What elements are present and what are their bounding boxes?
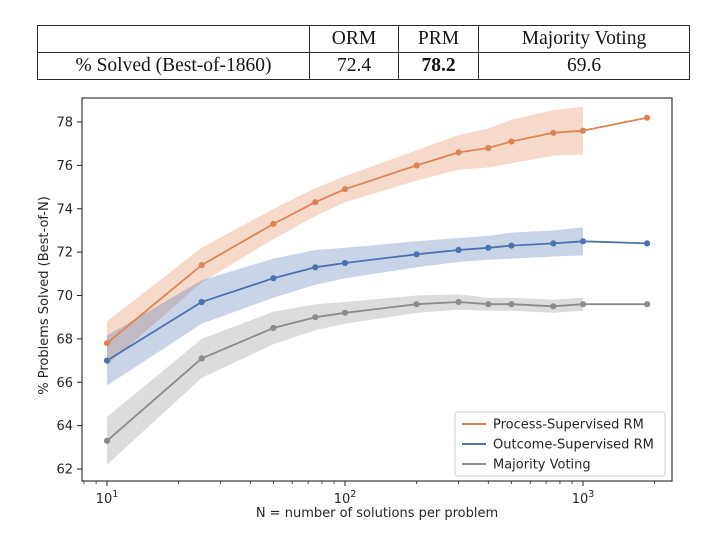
legend-label-2: Majority Voting <box>493 458 591 473</box>
data-point-marker <box>312 264 319 271</box>
data-point-marker <box>644 240 651 247</box>
data-point-marker <box>508 242 515 249</box>
y-tick-label: 74 <box>56 202 73 217</box>
confidence-band-0 <box>107 106 583 365</box>
series-line-0 <box>106 116 648 344</box>
series-line-1 <box>106 240 648 362</box>
data-point-marker <box>508 301 515 308</box>
data-point-marker <box>341 309 349 316</box>
data-point-marker <box>508 138 515 145</box>
data-point-marker <box>103 357 111 364</box>
data-point-marker <box>413 162 420 169</box>
table-value-majority-voting: 69.6 <box>478 52 690 80</box>
y-tick-label: 68 <box>56 332 73 347</box>
legend-label-1: Outcome-Supervised RM <box>493 438 654 453</box>
table-header-majority-voting: Majority Voting <box>478 25 690 53</box>
x-tick-label: 103 <box>572 489 595 507</box>
data-point-marker <box>455 246 462 254</box>
y-tick-label: 76 <box>56 159 73 174</box>
x-tick-label: 101 <box>96 489 119 507</box>
data-point-marker <box>550 129 557 136</box>
data-point-marker <box>312 314 319 321</box>
data-point-marker <box>198 262 205 269</box>
data-point-marker <box>312 199 319 206</box>
results-table: ORM PRM Majority Voting % Solved (Best-o… <box>37 25 690 80</box>
data-point-marker <box>485 301 492 308</box>
data-point-marker <box>550 303 557 310</box>
y-tick-label: 62 <box>56 463 73 478</box>
table-data-row: % Solved (Best-of-1860) 72.4 78.2 69.6 <box>37 52 690 80</box>
data-point-marker <box>270 220 277 227</box>
y-tick-label: 72 <box>56 246 73 261</box>
confidence-band-1 <box>107 227 583 386</box>
data-point-marker <box>341 186 349 193</box>
data-point-marker <box>644 301 651 308</box>
data-point-marker <box>455 298 462 306</box>
table-value-prm: 78.2 <box>398 52 479 80</box>
data-point-marker <box>485 144 492 152</box>
data-point-marker <box>579 238 587 245</box>
series-line-2 <box>106 301 648 442</box>
y-tick-label: 78 <box>56 116 73 131</box>
data-point-marker <box>485 244 492 251</box>
data-point-marker <box>550 240 557 247</box>
y-tick-label: 64 <box>56 419 73 434</box>
data-point-marker <box>103 437 111 444</box>
data-point-marker <box>198 355 205 362</box>
data-point-marker <box>413 251 420 258</box>
data-point-marker <box>455 149 462 156</box>
data-point-marker <box>198 298 205 306</box>
data-point-marker <box>270 324 277 332</box>
data-point-marker <box>413 301 420 308</box>
y-tick-label: 70 <box>56 289 73 304</box>
confidence-band-2 <box>107 294 583 465</box>
legend-label-0: Process-Supervised RM <box>493 418 644 433</box>
y-axis-label: % Problems Solved (Best-of-N) <box>37 196 52 395</box>
data-point-marker <box>341 259 349 267</box>
data-point-marker <box>270 275 277 282</box>
data-point-marker <box>579 127 587 134</box>
data-point-marker <box>644 114 651 121</box>
legend-box <box>454 411 666 477</box>
data-point-marker <box>579 301 587 308</box>
data-point-marker <box>103 340 111 347</box>
plot-border <box>81 97 673 482</box>
x-tick-label: 102 <box>334 489 357 507</box>
x-axis-label: N = number of solutions per problem <box>256 506 498 521</box>
y-tick-label: 66 <box>56 376 73 391</box>
